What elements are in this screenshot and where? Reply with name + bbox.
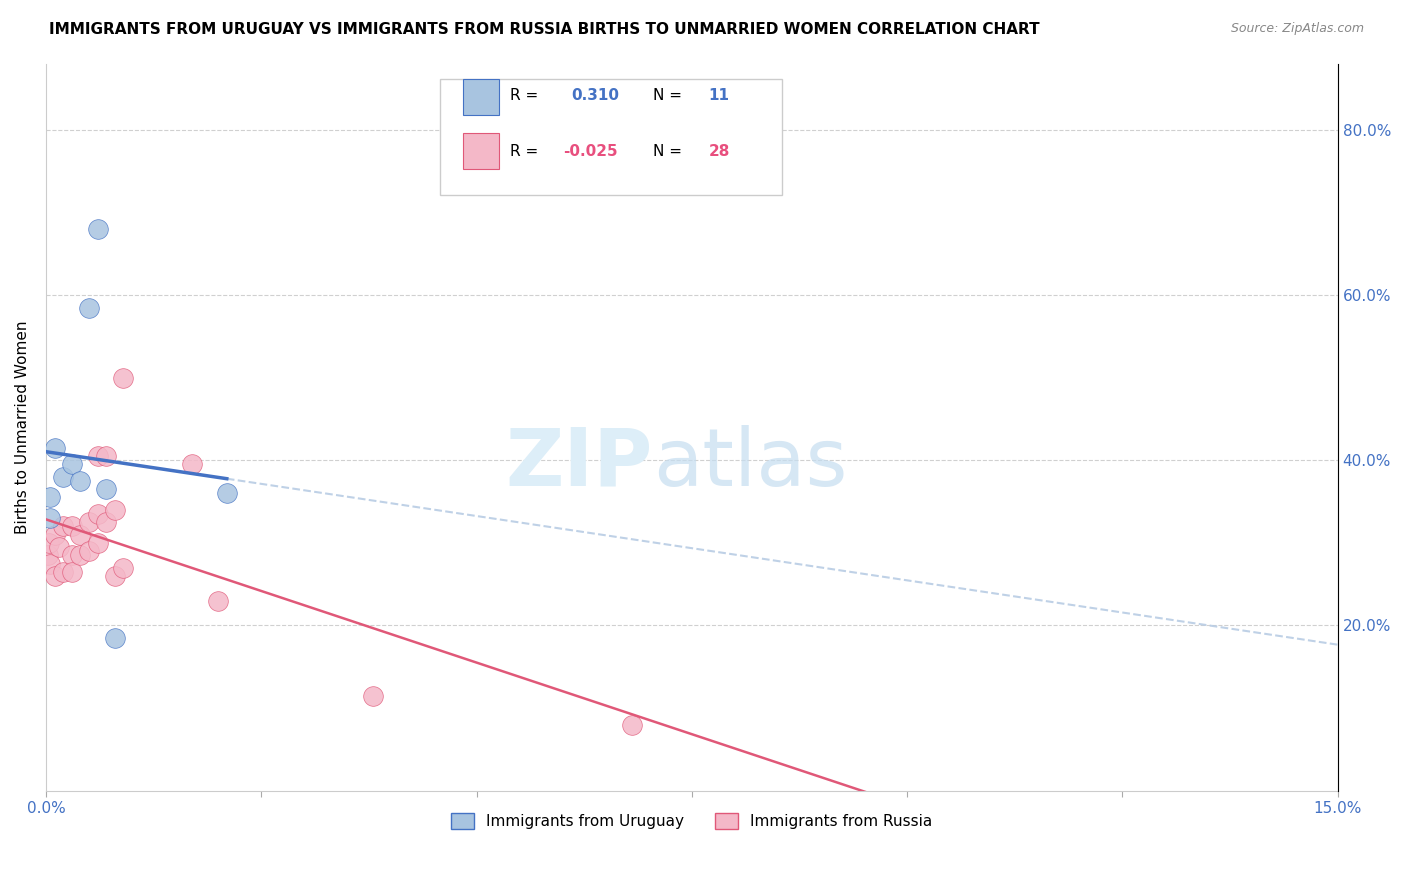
Text: IMMIGRANTS FROM URUGUAY VS IMMIGRANTS FROM RUSSIA BIRTHS TO UNMARRIED WOMEN CORR: IMMIGRANTS FROM URUGUAY VS IMMIGRANTS FR… — [49, 22, 1040, 37]
Point — [361, 689, 384, 703]
Point — [77, 516, 100, 530]
Point — [104, 569, 127, 583]
Point — [96, 516, 118, 530]
Point — [86, 536, 108, 550]
Text: ZIP: ZIP — [506, 425, 652, 503]
Point — [104, 631, 127, 645]
Point — [112, 560, 135, 574]
Text: atlas: atlas — [652, 425, 848, 503]
Point — [112, 371, 135, 385]
Point — [44, 527, 66, 541]
Point — [215, 486, 238, 500]
Point — [60, 565, 83, 579]
Text: -0.025: -0.025 — [562, 144, 617, 159]
Point — [181, 458, 204, 472]
Point — [77, 301, 100, 315]
Point — [48, 540, 70, 554]
Point — [69, 549, 91, 563]
Bar — [463, 133, 499, 169]
Point — [44, 441, 66, 455]
Point — [86, 507, 108, 521]
Point — [69, 527, 91, 541]
Y-axis label: Births to Unmarried Women: Births to Unmarried Women — [15, 320, 30, 534]
Point — [86, 449, 108, 463]
Text: 11: 11 — [709, 87, 730, 103]
Point — [96, 482, 118, 496]
Bar — [463, 78, 499, 115]
Point — [52, 470, 75, 484]
Text: Source: ZipAtlas.com: Source: ZipAtlas.com — [1230, 22, 1364, 36]
FancyBboxPatch shape — [440, 78, 782, 194]
Text: 0.310: 0.310 — [572, 87, 620, 103]
Text: 28: 28 — [709, 144, 730, 159]
Point — [86, 222, 108, 236]
Legend: Immigrants from Uruguay, Immigrants from Russia: Immigrants from Uruguay, Immigrants from… — [446, 807, 938, 835]
Point — [207, 593, 229, 607]
Point — [60, 549, 83, 563]
Point — [104, 503, 127, 517]
Point — [69, 474, 91, 488]
Point — [620, 717, 643, 731]
Point — [52, 565, 75, 579]
Point — [44, 569, 66, 583]
Point — [60, 458, 83, 472]
Text: N =: N = — [652, 87, 682, 103]
Point — [39, 491, 62, 505]
Text: R =: R = — [510, 144, 538, 159]
Text: N =: N = — [652, 144, 682, 159]
Point — [52, 519, 75, 533]
Point — [39, 511, 62, 525]
Point — [38, 536, 60, 550]
Point — [37, 549, 59, 563]
Point — [77, 544, 100, 558]
Point — [39, 557, 62, 571]
Point — [60, 519, 83, 533]
Point — [96, 449, 118, 463]
Text: R =: R = — [510, 87, 538, 103]
